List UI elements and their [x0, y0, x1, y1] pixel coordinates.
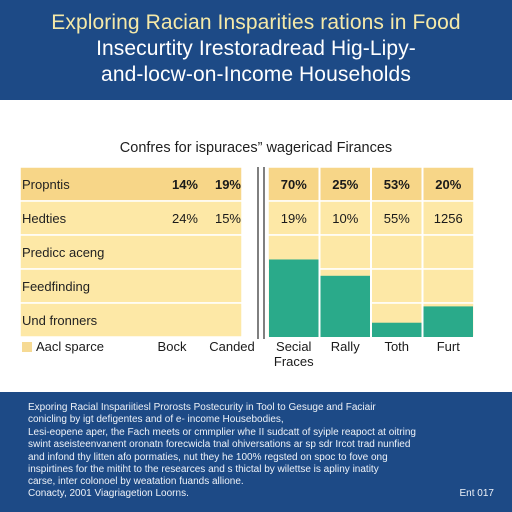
chart-svg: Propntis Hedties Predicc aceng Feedfinding U…: [19, 166, 475, 369]
data-label: 10%: [332, 211, 358, 226]
data-label: 25%: [332, 177, 358, 192]
data-label: 20%: [435, 177, 461, 192]
tick-label: Canded: [209, 339, 255, 354]
row-label: Propntis: [22, 177, 70, 192]
table-row-left: [19, 268, 243, 304]
footer-line-3: Lesi-eopene aper, the Fach meets or cmmp…: [28, 426, 416, 438]
table-row-left: [19, 302, 243, 338]
tick-label: Rally: [331, 339, 360, 354]
chart-title-line-2: Insecurtity Irestoradread Hig-Lipy-: [96, 37, 416, 60]
chart-title-line-3: and-locw-on-Income Households: [101, 63, 411, 86]
row-label: Predicc aceng: [22, 245, 104, 260]
data-label: 53%: [384, 177, 410, 192]
bar-1: [269, 259, 319, 337]
row-label: Feedfinding: [22, 279, 90, 294]
table-row-left: [19, 200, 243, 236]
title-banner: Exploring Racian Insparities rations in …: [0, 0, 512, 100]
data-label: 15%: [215, 211, 241, 226]
table-row-left: [19, 234, 243, 270]
data-label: 14%: [172, 177, 198, 192]
table-row-left: [19, 166, 243, 202]
footer-line-7: carse, inter colonoel by weatation fuand…: [28, 476, 244, 488]
bar-4: [423, 306, 473, 337]
data-label: 19%: [215, 177, 241, 192]
legend-swatch: [22, 342, 32, 352]
tick-label: Fraces: [274, 354, 314, 369]
legend-label: Aacl sparce: [36, 339, 104, 354]
data-label: 24%: [172, 211, 198, 226]
row-label: Und fronners: [22, 313, 98, 328]
data-label: 70%: [281, 177, 307, 192]
data-label: 55%: [384, 211, 410, 226]
bar-2: [320, 275, 370, 337]
tick-label: Furt: [437, 339, 461, 354]
chart-title-line-1: Exploring Racian Insparities rations in …: [51, 11, 461, 34]
bar-3: [372, 322, 422, 337]
footer-panel: Exporing Racial Inspariitiesl Prorosts P…: [0, 392, 512, 512]
footer-credit: Conacty, 2001 Viagriagetion Loorns.: [28, 488, 189, 499]
footer-line-1: Exporing Racial Inspariitiesl Prorosts P…: [28, 402, 376, 413]
tick-label: Bock: [158, 339, 187, 354]
footer-line-4: swint aseisteenvanent oronatn forecwicla…: [28, 439, 411, 451]
footer-page-number: Ent 017: [459, 488, 494, 499]
footer-line-6: inspirtines for the mitiht to the resear…: [28, 464, 379, 476]
data-label: 1256: [434, 211, 463, 226]
row-label: Hedties: [22, 211, 67, 226]
footer-line-2: conicling by igt defigentes and of e- in…: [28, 414, 284, 426]
footer-line-5: and infond thy litten afo pormaties, nut…: [28, 451, 388, 463]
chart-subtitle: Confres for ispuraces” wagericad Firance…: [119, 140, 393, 156]
data-label: 19%: [281, 211, 307, 226]
tick-label: Secial: [276, 339, 312, 354]
tick-label: Toth: [384, 339, 409, 354]
